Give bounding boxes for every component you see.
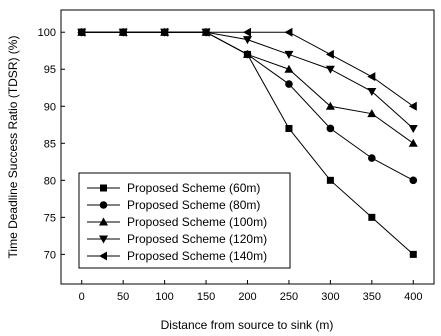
data-point bbox=[368, 213, 376, 221]
data-point bbox=[284, 64, 294, 73]
x-tick-label: 100 bbox=[155, 291, 173, 303]
y-tick-label: 90 bbox=[44, 101, 56, 113]
x-tick-label: 400 bbox=[404, 291, 422, 303]
data-point bbox=[285, 124, 293, 132]
data-point bbox=[325, 49, 334, 59]
data-point bbox=[326, 124, 335, 133]
data-point bbox=[408, 138, 418, 147]
y-tick-label: 80 bbox=[44, 175, 56, 187]
legend-label: Proposed Scheme (120m) bbox=[127, 232, 267, 246]
legend-marker bbox=[99, 235, 108, 244]
data-point bbox=[367, 72, 376, 82]
y-tick-label: 75 bbox=[44, 212, 56, 224]
data-point bbox=[201, 27, 210, 37]
data-point bbox=[325, 65, 335, 74]
x-tick-label: 250 bbox=[280, 291, 298, 303]
legend-marker bbox=[100, 184, 107, 192]
x-axis-ticks: 0 50 100 150 200 250 300 350 400 bbox=[79, 280, 422, 303]
x-tick-label: 150 bbox=[197, 291, 215, 303]
x-tick-label: 300 bbox=[321, 291, 339, 303]
y-axis-title: Time Deadline Success Ratio (TDSR) (%) bbox=[6, 36, 20, 259]
data-point bbox=[118, 27, 127, 37]
legend-item: Proposed Scheme (140m) bbox=[87, 249, 267, 263]
data-point bbox=[367, 109, 377, 118]
x-tick-label: 50 bbox=[117, 291, 129, 303]
x-tick-label: 350 bbox=[363, 291, 381, 303]
series-5 bbox=[77, 27, 417, 111]
x-tick-label: 0 bbox=[79, 291, 85, 303]
data-point bbox=[285, 80, 293, 88]
data-point bbox=[160, 27, 169, 37]
y-tick-label: 70 bbox=[44, 249, 56, 261]
y-tick-label: 95 bbox=[44, 64, 56, 76]
data-point bbox=[408, 101, 417, 111]
legend-item: Proposed Scheme (60m) bbox=[87, 181, 260, 195]
data-point bbox=[409, 250, 417, 258]
legend-label: Proposed Scheme (60m) bbox=[127, 181, 260, 195]
legend-box bbox=[78, 172, 291, 269]
legend-item: Proposed Scheme (120m) bbox=[87, 232, 267, 246]
data-point bbox=[368, 154, 376, 162]
data-point bbox=[408, 124, 418, 133]
series-line bbox=[81, 31, 414, 129]
series-4 bbox=[77, 28, 418, 133]
series-3 bbox=[77, 27, 418, 147]
x-axis-title: Distance from source to sink (m) bbox=[161, 318, 334, 332]
legend-item: Proposed Scheme (100m) bbox=[87, 215, 267, 229]
legend-marker bbox=[99, 201, 108, 209]
y-tick-label: 85 bbox=[44, 138, 56, 150]
series-layer bbox=[77, 27, 418, 258]
legend-label: Proposed Scheme (80m) bbox=[127, 198, 260, 212]
series-line bbox=[81, 31, 414, 144]
data-point bbox=[367, 87, 377, 96]
data-point bbox=[325, 101, 335, 110]
legend-label: Proposed Scheme (100m) bbox=[127, 215, 267, 229]
data-point bbox=[243, 27, 251, 37]
y-axis-ticks: 70 75 80 85 90 95 100 bbox=[38, 27, 65, 261]
legend-item: Proposed Scheme (80m) bbox=[87, 198, 260, 212]
y-tick-label: 100 bbox=[38, 27, 56, 39]
legend-marker bbox=[99, 217, 108, 226]
data-point bbox=[326, 176, 334, 184]
legend-label: Proposed Scheme (140m) bbox=[127, 249, 267, 263]
data-point bbox=[284, 50, 294, 59]
data-point bbox=[409, 176, 418, 185]
legend: Proposed Scheme (60m) Proposed Scheme (80… bbox=[78, 172, 291, 269]
data-point bbox=[243, 49, 252, 58]
data-point bbox=[243, 36, 252, 45]
legend-marker bbox=[99, 251, 107, 261]
data-point bbox=[284, 27, 293, 37]
x-tick-label: 200 bbox=[238, 291, 256, 303]
data-point bbox=[77, 27, 86, 37]
